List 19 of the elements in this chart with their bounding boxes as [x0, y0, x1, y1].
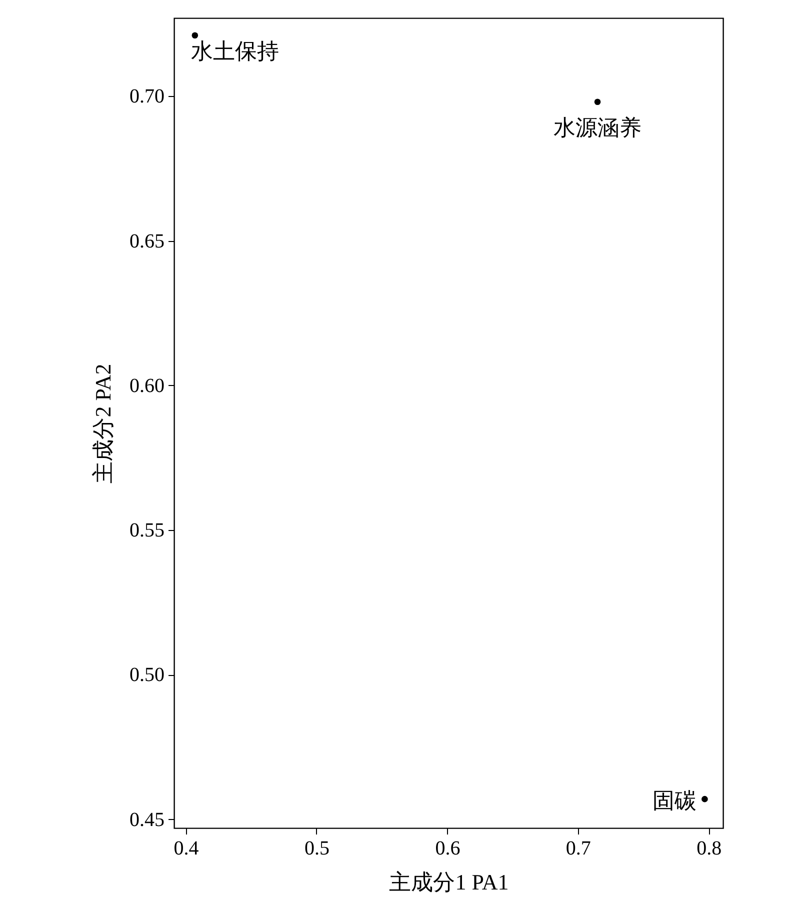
- annotation: 固碳: [652, 788, 697, 814]
- y-tick-label: 0.60: [130, 374, 164, 397]
- x-tick-label: 0.7: [566, 838, 591, 860]
- annotation: 水源涵养: [554, 114, 642, 140]
- point: [594, 98, 601, 106]
- x-axis-title: 主成分1 PA1: [389, 870, 509, 894]
- x-tick-label: 0.8: [696, 838, 722, 860]
- point: [192, 32, 198, 39]
- y-axis-title: 主成分2 PA2: [90, 364, 116, 484]
- y-tick-label: 0.45: [130, 808, 164, 831]
- x-tick-label: 0.6: [435, 838, 460, 860]
- y-tick-label: 0.55: [130, 520, 164, 542]
- point: [702, 796, 708, 802]
- x-tick-label: 0.5: [304, 838, 330, 860]
- x-tick-label: 0.4: [174, 838, 199, 860]
- y-tick-label: 0.70: [130, 86, 164, 108]
- y-tick-label: 0.50: [130, 664, 164, 686]
- y-tick-label: 0.65: [130, 230, 164, 252]
- annotation: 水土保持: [190, 38, 279, 64]
